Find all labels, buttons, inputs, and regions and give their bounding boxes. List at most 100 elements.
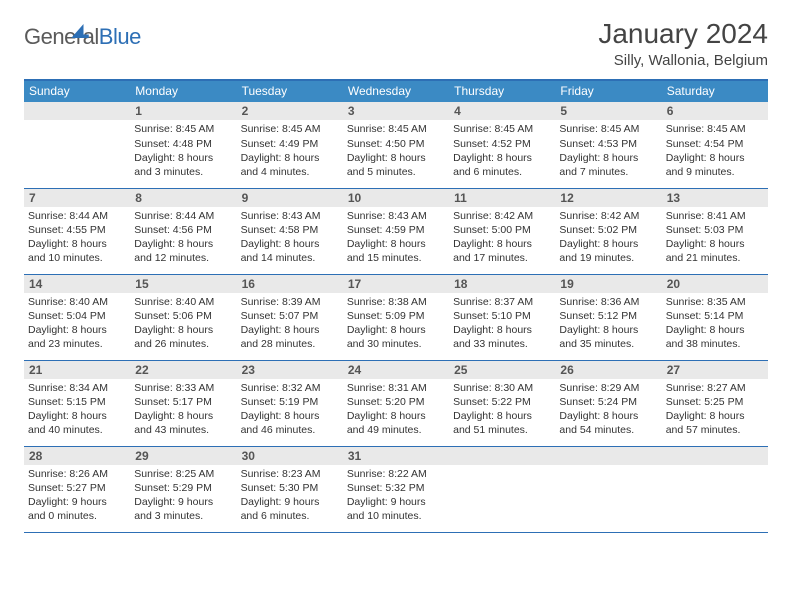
sunrise-text: Sunrise: 8:42 AM (559, 209, 657, 223)
day-body: Sunrise: 8:23 AMSunset: 5:30 PMDaylight:… (237, 465, 343, 526)
calendar-day-cell: 13Sunrise: 8:41 AMSunset: 5:03 PMDayligh… (662, 188, 768, 274)
sunrise-text: Sunrise: 8:45 AM (453, 122, 551, 136)
day-number: 29 (130, 447, 236, 465)
daylight-text: Daylight: 8 hours (241, 151, 339, 165)
day-body: Sunrise: 8:36 AMSunset: 5:12 PMDaylight:… (555, 293, 661, 354)
daylight-text: and 28 minutes. (241, 337, 339, 351)
calendar-day-cell: 30Sunrise: 8:23 AMSunset: 5:30 PMDayligh… (237, 446, 343, 532)
calendar-day-cell (24, 102, 130, 188)
daylight-text: Daylight: 8 hours (666, 237, 764, 251)
sunset-text: Sunset: 5:25 PM (666, 395, 764, 409)
calendar-day-cell: 2Sunrise: 8:45 AMSunset: 4:49 PMDaylight… (237, 102, 343, 188)
sunset-text: Sunset: 5:04 PM (28, 309, 126, 323)
sunset-text: Sunset: 4:50 PM (347, 137, 445, 151)
sunrise-text: Sunrise: 8:22 AM (347, 467, 445, 481)
daylight-text: and 17 minutes. (453, 251, 551, 265)
sunrise-text: Sunrise: 8:34 AM (28, 381, 126, 395)
sunrise-text: Sunrise: 8:37 AM (453, 295, 551, 309)
sunset-text: Sunset: 5:27 PM (28, 481, 126, 495)
daylight-text: and 19 minutes. (559, 251, 657, 265)
daylight-text: and 51 minutes. (453, 423, 551, 437)
sunrise-text: Sunrise: 8:23 AM (241, 467, 339, 481)
sunrise-text: Sunrise: 8:45 AM (559, 122, 657, 136)
sunset-text: Sunset: 5:00 PM (453, 223, 551, 237)
day-number: 28 (24, 447, 130, 465)
day-number: 22 (130, 361, 236, 379)
daylight-text: Daylight: 8 hours (559, 237, 657, 251)
daylight-text: and 30 minutes. (347, 337, 445, 351)
sunset-text: Sunset: 4:48 PM (134, 137, 232, 151)
calendar-day-cell: 7Sunrise: 8:44 AMSunset: 4:55 PMDaylight… (24, 188, 130, 274)
calendar-day-cell: 4Sunrise: 8:45 AMSunset: 4:52 PMDaylight… (449, 102, 555, 188)
daylight-text: Daylight: 8 hours (666, 151, 764, 165)
day-body: Sunrise: 8:44 AMSunset: 4:55 PMDaylight:… (24, 207, 130, 268)
day-body: Sunrise: 8:26 AMSunset: 5:27 PMDaylight:… (24, 465, 130, 526)
daylight-text: Daylight: 8 hours (134, 151, 232, 165)
sunset-text: Sunset: 5:17 PM (134, 395, 232, 409)
sunrise-text: Sunrise: 8:38 AM (347, 295, 445, 309)
day-number: 9 (237, 189, 343, 207)
calendar-day-cell: 1Sunrise: 8:45 AMSunset: 4:48 PMDaylight… (130, 102, 236, 188)
daylight-text: Daylight: 8 hours (559, 409, 657, 423)
weekday-header: Monday (130, 80, 236, 102)
daylight-text: and 12 minutes. (134, 251, 232, 265)
daylight-text: Daylight: 8 hours (241, 409, 339, 423)
day-body (449, 465, 555, 469)
day-body: Sunrise: 8:33 AMSunset: 5:17 PMDaylight:… (130, 379, 236, 440)
sunrise-text: Sunrise: 8:44 AM (28, 209, 126, 223)
sunrise-text: Sunrise: 8:43 AM (241, 209, 339, 223)
calendar-day-cell: 9 Sunrise: 8:43 AMSunset: 4:58 PMDaylight… (237, 188, 343, 274)
daylight-text: Daylight: 8 hours (241, 237, 339, 251)
daylight-text: and 6 minutes. (241, 509, 339, 523)
sunset-text: Sunset: 4:49 PM (241, 137, 339, 151)
calendar-head: SundayMondayTuesdayWednesdayThursdayFrid… (24, 80, 768, 102)
sunset-text: Sunset: 4:59 PM (347, 223, 445, 237)
calendar-table: SundayMondayTuesdayWednesdayThursdayFrid… (24, 79, 768, 533)
daylight-text: Daylight: 8 hours (347, 323, 445, 337)
sunrise-text: Sunrise: 8:43 AM (347, 209, 445, 223)
calendar-day-cell: 27Sunrise: 8:27 AMSunset: 5:25 PMDayligh… (662, 360, 768, 446)
day-body: Sunrise: 8:42 AMSunset: 5:02 PMDaylight:… (555, 207, 661, 268)
daylight-text: and 26 minutes. (134, 337, 232, 351)
month-title: January 2024 (598, 18, 768, 50)
sunset-text: Sunset: 4:58 PM (241, 223, 339, 237)
calendar-day-cell: 29Sunrise: 8:25 AMSunset: 5:29 PMDayligh… (130, 446, 236, 532)
sunset-text: Sunset: 5:09 PM (347, 309, 445, 323)
day-body: Sunrise: 8:41 AMSunset: 5:03 PMDaylight:… (662, 207, 768, 268)
brand-sail-icon (71, 24, 89, 38)
sunrise-text: Sunrise: 8:39 AM (241, 295, 339, 309)
calendar-day-cell: 17Sunrise: 8:38 AMSunset: 5:09 PMDayligh… (343, 274, 449, 360)
day-number: 11 (449, 189, 555, 207)
daylight-text: and 7 minutes. (559, 165, 657, 179)
calendar-day-cell: 6Sunrise: 8:45 AMSunset: 4:54 PMDaylight… (662, 102, 768, 188)
day-number: 21 (24, 361, 130, 379)
daylight-text: Daylight: 8 hours (453, 323, 551, 337)
daylight-text: Daylight: 8 hours (453, 409, 551, 423)
daylight-text: and 3 minutes. (134, 165, 232, 179)
sunset-text: Sunset: 4:52 PM (453, 137, 551, 151)
day-body: Sunrise: 8:45 AMSunset: 4:53 PMDaylight:… (555, 120, 661, 181)
day-body (662, 465, 768, 469)
sunset-text: Sunset: 4:56 PM (134, 223, 232, 237)
day-number (555, 447, 661, 465)
calendar-day-cell: 22Sunrise: 8:33 AMSunset: 5:17 PMDayligh… (130, 360, 236, 446)
day-body: Sunrise: 8:40 AMSunset: 5:06 PMDaylight:… (130, 293, 236, 354)
calendar-day-cell: 23Sunrise: 8:32 AMSunset: 5:19 PMDayligh… (237, 360, 343, 446)
day-number: 3 (343, 102, 449, 120)
day-number (24, 102, 130, 120)
calendar-body: 1Sunrise: 8:45 AMSunset: 4:48 PMDaylight… (24, 102, 768, 532)
daylight-text: and 10 minutes. (347, 509, 445, 523)
day-body: Sunrise: 8:44 AMSunset: 4:56 PMDaylight:… (130, 207, 236, 268)
daylight-text: Daylight: 8 hours (241, 323, 339, 337)
calendar-week-row: 21Sunrise: 8:34 AMSunset: 5:15 PMDayligh… (24, 360, 768, 446)
sunrise-text: Sunrise: 8:36 AM (559, 295, 657, 309)
daylight-text: Daylight: 8 hours (28, 409, 126, 423)
daylight-text: and 21 minutes. (666, 251, 764, 265)
day-number (662, 447, 768, 465)
calendar-day-cell: 8Sunrise: 8:44 AMSunset: 4:56 PMDaylight… (130, 188, 236, 274)
day-body: Sunrise: 8:30 AMSunset: 5:22 PMDaylight:… (449, 379, 555, 440)
daylight-text: and 40 minutes. (28, 423, 126, 437)
sunset-text: Sunset: 5:20 PM (347, 395, 445, 409)
calendar-day-cell: 18Sunrise: 8:37 AMSunset: 5:10 PMDayligh… (449, 274, 555, 360)
sunrise-text: Sunrise: 8:26 AM (28, 467, 126, 481)
